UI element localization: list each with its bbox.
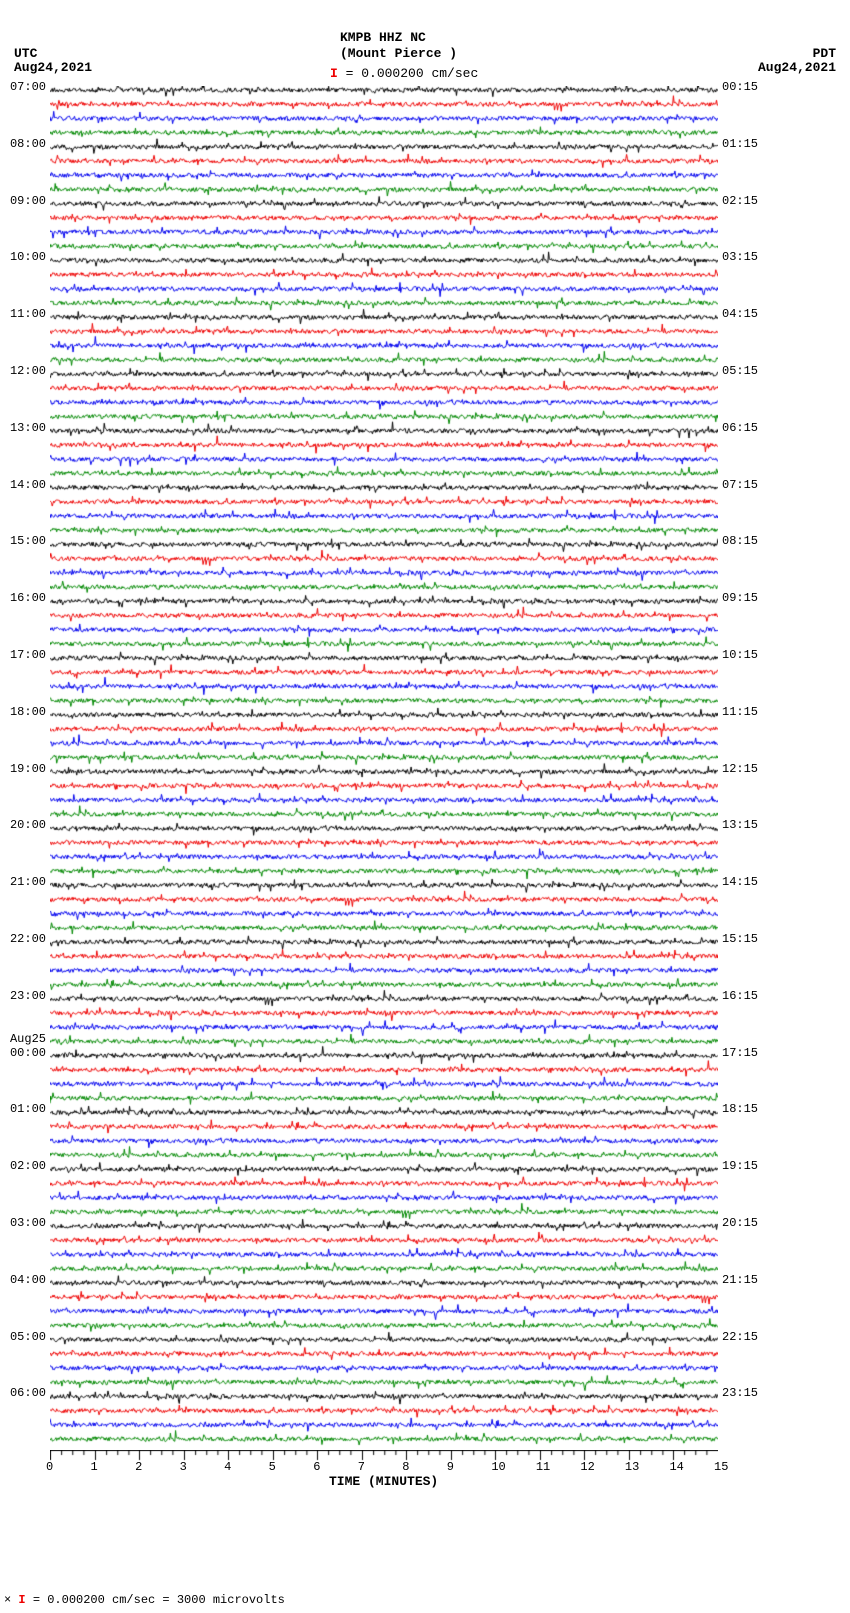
left-timezone: UTC [14,46,37,61]
pdt-time-label: 09:15 [722,591,758,605]
xaxis-tick-label: 6 [313,1460,320,1474]
seismogram-plot: 07:0008:0009:0010:0011:0012:0013:0014:00… [50,86,718,1448]
scale-indicator: I = 0.000200 cm/sec [330,66,478,81]
utc-time-label: 07:00 [10,80,46,94]
utc-time-label: 21:00 [10,875,46,889]
pdt-time-label: 20:15 [722,1216,758,1230]
utc-time-label: 06:00 [10,1386,46,1400]
utc-time-label: 10:00 [10,250,46,264]
utc-time-label: 13:00 [10,421,46,435]
station-id: KMPB HHZ NC [340,30,426,45]
utc-time-label: 14:00 [10,478,46,492]
utc-time-label: 15:00 [10,534,46,548]
day-break-label: Aug25 [10,1032,46,1046]
xaxis-ticks [50,1450,718,1470]
pdt-time-label: 14:15 [722,875,758,889]
pdt-time-label: 07:15 [722,478,758,492]
left-date: Aug24,2021 [14,60,92,75]
pdt-time-label: 05:15 [722,364,758,378]
pdt-time-label: 19:15 [722,1159,758,1173]
xaxis-tick-label: 2 [135,1460,142,1474]
xaxis-tick-label: 3 [180,1460,187,1474]
xaxis-tick-label: 12 [580,1460,594,1474]
xaxis-tick-label: 5 [269,1460,276,1474]
utc-time-label: 00:00 [10,1046,46,1060]
right-date: Aug24,2021 [758,60,836,75]
xaxis-tick-label: 7 [358,1460,365,1474]
xaxis-tick-label: 8 [402,1460,409,1474]
xaxis-tick-label: 14 [669,1460,683,1474]
utc-time-label: 19:00 [10,762,46,776]
utc-time-label: 09:00 [10,194,46,208]
station-location: (Mount Pierce ) [340,46,457,61]
pdt-time-label: 11:15 [722,705,758,719]
utc-time-label: 03:00 [10,1216,46,1230]
pdt-time-label: 06:15 [722,421,758,435]
footnote: × I = 0.000200 cm/sec = 3000 microvolts [4,1593,285,1607]
utc-time-label: 11:00 [10,307,46,321]
utc-time-label: 18:00 [10,705,46,719]
pdt-time-label: 18:15 [722,1102,758,1116]
utc-time-label: 02:00 [10,1159,46,1173]
xaxis-label: TIME (MINUTES) [329,1474,438,1489]
xaxis-tick-label: 4 [224,1460,231,1474]
xaxis-tick-label: 10 [491,1460,505,1474]
pdt-time-label: 08:15 [722,534,758,548]
utc-time-label: 01:00 [10,1102,46,1116]
utc-time-label: 20:00 [10,818,46,832]
pdt-time-label: 02:15 [722,194,758,208]
pdt-time-label: 04:15 [722,307,758,321]
pdt-time-label: 21:15 [722,1273,758,1287]
seismogram-traces [50,86,718,1448]
pdt-time-label: 15:15 [722,932,758,946]
pdt-time-label: 17:15 [722,1046,758,1060]
xaxis-tick-label: 9 [447,1460,454,1474]
xaxis-tick-label: 15 [714,1460,728,1474]
pdt-time-label: 03:15 [722,250,758,264]
xaxis-tick-label: 1 [91,1460,98,1474]
xaxis-tick-label: 13 [625,1460,639,1474]
pdt-time-label: 00:15 [722,80,758,94]
pdt-time-label: 23:15 [722,1386,758,1400]
utc-time-label: 04:00 [10,1273,46,1287]
utc-time-label: 22:00 [10,932,46,946]
pdt-time-label: 12:15 [722,762,758,776]
xaxis-tick-label: 11 [536,1460,550,1474]
xaxis-tick-label: 0 [46,1460,53,1474]
pdt-time-label: 16:15 [722,989,758,1003]
utc-time-label: 17:00 [10,648,46,662]
pdt-time-label: 22:15 [722,1330,758,1344]
utc-time-label: 05:00 [10,1330,46,1344]
utc-time-label: 08:00 [10,137,46,151]
pdt-time-label: 10:15 [722,648,758,662]
pdt-time-label: 01:15 [722,137,758,151]
utc-time-label: 12:00 [10,364,46,378]
utc-time-label: 23:00 [10,989,46,1003]
pdt-time-label: 13:15 [722,818,758,832]
right-timezone: PDT [813,46,836,61]
utc-time-label: 16:00 [10,591,46,605]
